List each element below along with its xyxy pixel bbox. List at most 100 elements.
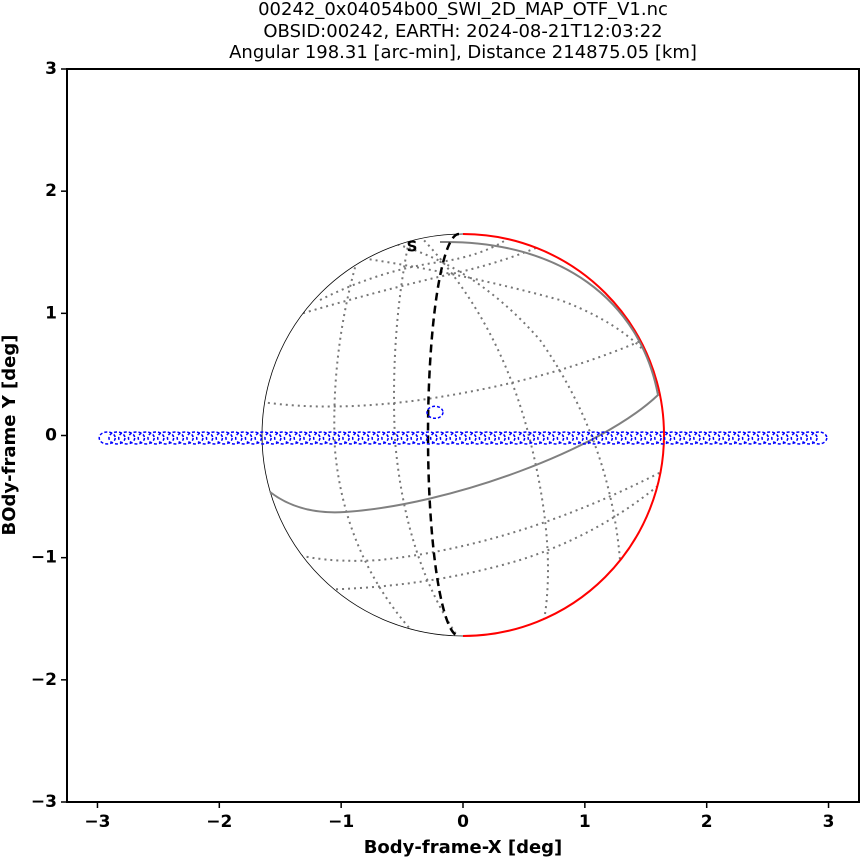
- marker: [634, 431, 653, 445]
- marker: [546, 431, 565, 445]
- marker: [108, 431, 126, 445]
- title-line: OBSID:00242, EARTH: 2024-08-21T12:03:22: [263, 21, 662, 42]
- marker: [127, 431, 146, 445]
- marker: [702, 431, 721, 445]
- marker: [605, 431, 623, 445]
- marker: [790, 431, 809, 445]
- marker: [98, 431, 116, 445]
- marker: [426, 405, 444, 420]
- marker: [644, 431, 662, 445]
- marker: [449, 431, 467, 445]
- marker: [264, 431, 282, 445]
- y-tick-label: −1: [31, 548, 57, 568]
- marker: [410, 431, 428, 445]
- x-tick-label: 3: [823, 812, 835, 832]
- marker: [566, 431, 584, 445]
- marker: [205, 431, 224, 445]
- y-tick-label: −3: [31, 792, 57, 812]
- x-axis-label: Body-frame-X [deg]: [364, 837, 563, 858]
- marker: [654, 431, 672, 445]
- marker: [478, 431, 497, 445]
- marker: [117, 431, 136, 445]
- title-line: 00242_0x04054b00_SWI_2D_MAP_OTF_V1.nc: [258, 0, 668, 20]
- marker: [527, 431, 545, 445]
- marker: [371, 431, 389, 445]
- marker: [771, 431, 789, 445]
- marker: [683, 431, 701, 445]
- marker: [507, 431, 526, 445]
- y-tick-label: −2: [31, 670, 57, 690]
- marker: [459, 431, 477, 445]
- marker: [517, 431, 536, 445]
- x-tick-label: −2: [206, 812, 232, 832]
- marker: [761, 431, 779, 445]
- marker: [166, 431, 185, 445]
- marker: [361, 431, 380, 445]
- annotation: S: [407, 238, 418, 256]
- marker: [254, 431, 272, 445]
- y-tick-label: 3: [45, 59, 57, 79]
- marker: [351, 431, 370, 445]
- marker: [381, 431, 399, 445]
- marker: [273, 431, 292, 445]
- marker: [322, 431, 341, 445]
- marker: [693, 431, 711, 445]
- marker: [468, 431, 487, 445]
- marker: [585, 431, 604, 445]
- marker: [741, 431, 760, 445]
- marker: [576, 431, 594, 445]
- marker: [810, 431, 828, 445]
- globe: [261, 232, 665, 638]
- y-axis-label: BOdy-frame Y [deg]: [0, 335, 20, 536]
- marker: [244, 431, 263, 445]
- marker: [722, 431, 740, 445]
- y-tick-label: 2: [45, 181, 57, 201]
- y-tick-label: 1: [45, 303, 57, 323]
- marker: [234, 431, 253, 445]
- marker: [303, 431, 321, 445]
- marker: [556, 431, 575, 445]
- marker: [780, 431, 799, 445]
- marker: [137, 431, 155, 445]
- marker: [712, 431, 731, 445]
- marker: [537, 431, 555, 445]
- marker: [624, 431, 643, 445]
- marker: [195, 431, 214, 445]
- marker: [615, 431, 633, 445]
- marker: [498, 431, 516, 445]
- marker: [800, 431, 818, 445]
- graticule: [262, 234, 664, 636]
- marker: [215, 431, 233, 445]
- x-tick-label: 0: [457, 812, 469, 832]
- y-tick-label: 0: [45, 426, 57, 446]
- x-tick-label: 2: [701, 812, 713, 832]
- marker: [176, 431, 194, 445]
- plot-area: [98, 405, 828, 445]
- x-tick-label: −1: [328, 812, 354, 832]
- title-line: Angular 198.31 [arc-min], Distance 21487…: [229, 42, 697, 63]
- marker: [595, 431, 614, 445]
- marker: [439, 431, 458, 445]
- marker: [488, 431, 506, 445]
- marker: [673, 431, 692, 445]
- marker: [342, 431, 360, 445]
- marker: [732, 431, 750, 445]
- marker: [156, 431, 175, 445]
- marker: [186, 431, 204, 445]
- marker: [420, 431, 438, 445]
- marker: [332, 431, 350, 445]
- x-tick-label: 1: [579, 812, 591, 832]
- marker: [663, 431, 682, 445]
- marker: [390, 431, 409, 445]
- marker: [225, 431, 243, 445]
- marker: [147, 431, 165, 445]
- x-tick-label: −3: [84, 812, 110, 832]
- marker: [429, 431, 448, 445]
- marker: [283, 431, 302, 445]
- marker: [293, 431, 311, 445]
- marker: [751, 431, 770, 445]
- marker: [312, 431, 331, 445]
- marker: [400, 431, 419, 445]
